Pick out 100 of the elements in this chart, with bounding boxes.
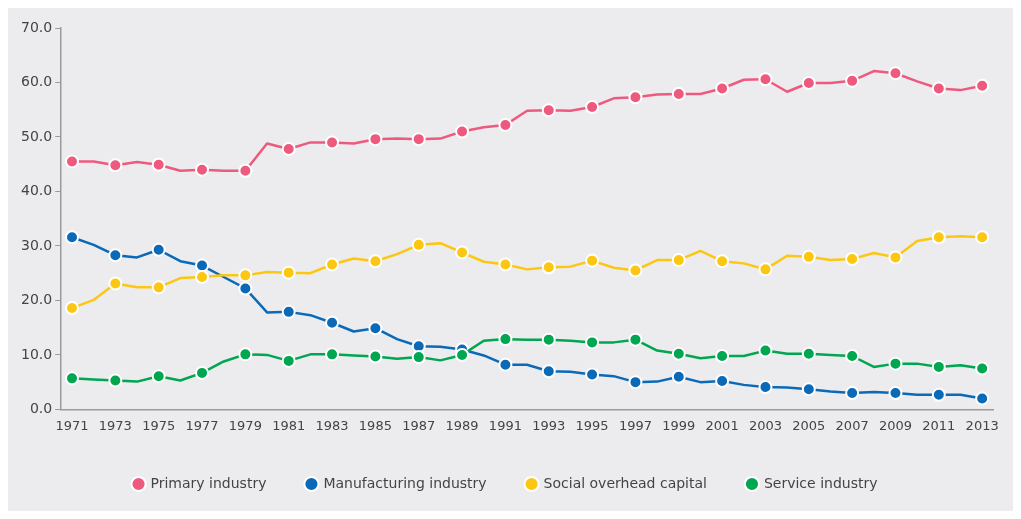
- point: [65, 230, 80, 245]
- point: [281, 304, 296, 319]
- legend-label: Primary industry: [150, 474, 267, 491]
- point: [151, 157, 166, 172]
- point: [368, 254, 383, 269]
- point: [715, 349, 730, 363]
- point: [715, 254, 730, 269]
- point: [238, 347, 253, 362]
- point: [541, 332, 556, 347]
- point: [888, 250, 903, 265]
- point: [715, 81, 730, 96]
- point: [541, 364, 556, 379]
- point: [975, 391, 990, 406]
- point: [585, 253, 600, 268]
- point: [455, 124, 470, 139]
- point: [151, 242, 166, 257]
- point: [845, 386, 860, 401]
- legend-label: Manufacturing industry: [323, 474, 487, 491]
- point: [931, 230, 946, 245]
- point: [455, 245, 470, 260]
- point: [975, 78, 990, 93]
- x-tick-label: 1975: [142, 417, 176, 433]
- x-tick-label: 2005: [792, 417, 826, 433]
- point: [411, 350, 426, 365]
- point: [931, 387, 946, 402]
- point: [585, 367, 600, 382]
- x-tick-label: 1997: [618, 417, 652, 433]
- x-tick-label: 2009: [878, 417, 913, 433]
- y-tick-label: 10.0: [21, 345, 53, 362]
- point: [975, 361, 990, 376]
- point: [541, 260, 556, 275]
- point: [758, 380, 773, 395]
- point: [151, 280, 166, 295]
- x-tick-label: 1983: [315, 417, 349, 433]
- x-tick-label: 1971: [55, 417, 89, 433]
- x-tick-label: 1973: [98, 417, 132, 433]
- point: [65, 154, 80, 169]
- point: [455, 347, 470, 362]
- x-tick-label: 1999: [662, 417, 696, 433]
- point: [628, 90, 643, 105]
- point: [671, 253, 686, 268]
- y-tick-label: 40.0: [21, 182, 53, 199]
- point: [845, 349, 860, 363]
- point: [65, 301, 80, 316]
- point: [801, 346, 816, 361]
- x-tick-label: 2013: [965, 417, 999, 433]
- point: [498, 117, 513, 132]
- point: [195, 258, 210, 273]
- point: [368, 349, 383, 364]
- legend-label: Service industry: [763, 474, 878, 491]
- point: [195, 365, 210, 380]
- point: [368, 321, 383, 336]
- point: [671, 369, 686, 384]
- point: [888, 66, 903, 81]
- point: [628, 375, 643, 390]
- x-tick-label: 1993: [532, 417, 566, 433]
- point: [281, 353, 296, 368]
- x-tick-label: 1991: [488, 417, 522, 433]
- point: [325, 315, 340, 330]
- point: [671, 346, 686, 361]
- x-tick-label: 2001: [705, 417, 739, 433]
- point: [931, 81, 946, 96]
- point: [541, 103, 556, 118]
- point: [281, 141, 296, 156]
- point: [715, 374, 730, 389]
- x-tick-label: 1995: [575, 417, 609, 433]
- point: [325, 257, 340, 272]
- legend-label: Social overhead capital: [543, 474, 707, 491]
- point: [238, 268, 253, 283]
- point: [845, 252, 860, 267]
- point: [411, 237, 426, 252]
- point: [108, 373, 123, 388]
- point: [975, 230, 990, 245]
- point: [108, 276, 123, 291]
- point: [238, 281, 253, 296]
- point: [888, 386, 903, 401]
- point: [628, 263, 643, 278]
- y-tick-label: 20.0: [21, 291, 53, 308]
- y-tick-label: 0.0: [29, 400, 53, 417]
- point: [325, 347, 340, 362]
- point: [888, 356, 903, 371]
- point: [65, 371, 80, 386]
- y-tick-label: 30.0: [21, 236, 53, 253]
- x-tick-label: 2011: [922, 417, 956, 433]
- point: [368, 132, 383, 147]
- x-tick-label: 2003: [748, 417, 783, 433]
- point: [671, 86, 686, 101]
- point: [931, 359, 946, 374]
- point: [498, 332, 513, 347]
- point: [585, 100, 600, 114]
- point: [628, 332, 643, 347]
- y-tick-label: 70.0: [21, 18, 53, 35]
- x-tick-label: 1977: [185, 417, 219, 433]
- point: [325, 135, 340, 150]
- x-tick-label: 1985: [358, 417, 392, 433]
- y-tick-label: 60.0: [21, 73, 53, 90]
- y-tick-label: 50.0: [21, 127, 53, 144]
- point: [281, 265, 296, 280]
- point: [801, 76, 816, 91]
- point: [195, 270, 210, 284]
